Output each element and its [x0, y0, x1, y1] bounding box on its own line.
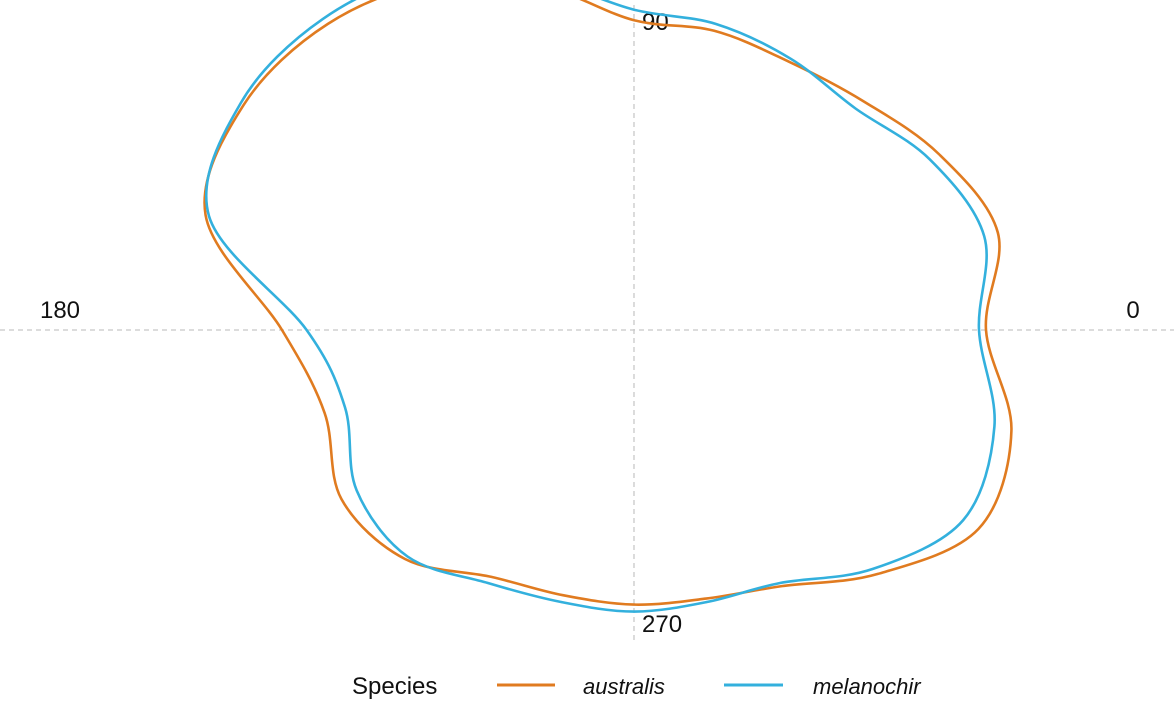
angle-label-0: 0 — [1126, 297, 1139, 324]
legend-label-melanochir: melanochir — [813, 674, 922, 699]
angle-label-180: 180 — [40, 297, 80, 324]
angle-labels: 0 90 180 270 — [40, 9, 1140, 638]
angle-label-270: 270 — [642, 611, 682, 638]
series-outline-australis — [205, 0, 1012, 605]
series-layer — [205, 0, 1012, 612]
legend-label-australis: australis — [583, 674, 665, 699]
legend: Species australis melanochir — [352, 673, 922, 700]
legend-title: Species — [352, 673, 437, 700]
series-outline-melanochir — [206, 0, 994, 612]
grid-lines — [0, 5, 1174, 640]
